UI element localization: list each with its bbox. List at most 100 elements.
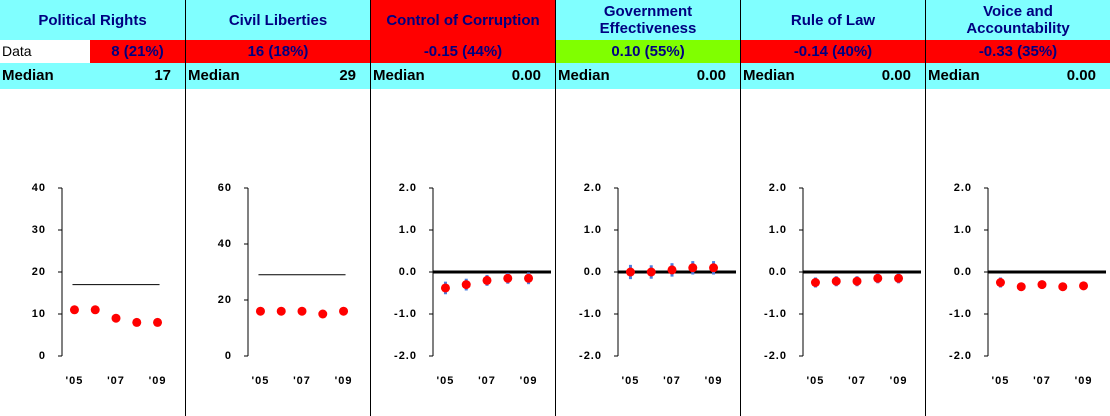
point <box>440 283 450 293</box>
x-tick-label: '09 <box>149 375 167 387</box>
y-tick-label: 30 <box>32 224 46 236</box>
x-tick-label: '05 <box>807 375 825 387</box>
panel: Political Rights Data 8 (21%) Median 17 0 10 20… <box>0 0 185 416</box>
point <box>524 273 534 283</box>
y-tick-label: 2.0 <box>954 182 972 194</box>
point <box>318 309 328 319</box>
x-tick-label: '09 <box>1075 375 1093 387</box>
x-tick-label: '07 <box>848 375 866 387</box>
y-tick-label: -2.0 <box>949 350 972 362</box>
x-tick-label: '07 <box>107 375 125 387</box>
panel-title: Voice and Accountability <box>926 0 1110 40</box>
point <box>503 273 513 283</box>
y-tick-label: 0.0 <box>954 266 972 278</box>
x-tick-label: '05 <box>622 375 640 387</box>
point <box>111 313 121 323</box>
point <box>852 276 862 286</box>
y-tick-label: 0.0 <box>584 266 602 278</box>
median-value: 0.00 <box>1066 67 1096 84</box>
y-tick-label: -1.0 <box>579 308 602 320</box>
y-tick-label: 2.0 <box>399 182 417 194</box>
point <box>1016 282 1026 292</box>
y-tick-label: 20 <box>218 294 232 306</box>
panel: Voice and Accountability -0.33 (35%) Media… <box>925 0 1110 416</box>
median-label: Median <box>743 67 795 84</box>
x-tick-label: '07 <box>478 375 496 387</box>
y-tick-label: 60 <box>218 182 232 194</box>
point <box>1058 282 1068 292</box>
chart: -2.0 -1.0 0.0 1.0 2.0 '05 '07 '09 <box>394 182 551 387</box>
point <box>482 275 492 285</box>
score-row: Data 8 (21%) <box>0 40 185 63</box>
median-value: 17 <box>154 67 171 84</box>
y-tick-label: 40 <box>32 182 46 194</box>
y-tick-label: 0 <box>39 350 46 362</box>
score-row: -0.15 (44%) <box>371 40 555 63</box>
point <box>688 263 698 273</box>
score: 0.10 (55%) <box>556 40 740 63</box>
y-tick-label: -1.0 <box>949 308 972 320</box>
y-tick-label: 1.0 <box>954 224 972 236</box>
x-tick-label: '07 <box>293 375 311 387</box>
median-label: Median <box>558 67 610 84</box>
panel: Rule of Law -0.14 (40%) Median 0.00 -2.0 -1.0… <box>740 0 925 416</box>
point <box>810 278 820 287</box>
point <box>873 273 883 283</box>
score: -0.15 (44%) <box>371 40 555 63</box>
y-tick-label: 1.0 <box>584 224 602 236</box>
score: -0.33 (35%) <box>926 40 1110 63</box>
median-label: Median <box>188 67 240 84</box>
y-tick-label: 2.0 <box>584 182 602 194</box>
score-row: 16 (18%) <box>186 40 370 63</box>
median-value: 0.00 <box>511 67 541 84</box>
y-tick-label: 0 <box>225 350 232 362</box>
chart: -2.0 -1.0 0.0 1.0 2.0 '05 '07 '09 <box>949 182 1106 387</box>
point <box>1079 281 1089 291</box>
panel: Government Effectiveness 0.10 (55%) Median… <box>555 0 740 416</box>
median-row: Median 17 <box>0 63 185 89</box>
median-row: Median 0.00 <box>926 63 1110 89</box>
y-tick-label: 40 <box>218 238 232 250</box>
median-row: Median 29 <box>186 63 370 89</box>
y-tick-label: -2.0 <box>394 350 417 362</box>
point <box>255 306 265 316</box>
data-label: Data <box>0 40 90 63</box>
panel-title: Political Rights <box>0 0 185 40</box>
score: 8 (21%) <box>90 40 185 63</box>
score-row: 0.10 (55%) <box>556 40 740 63</box>
x-tick-label: '09 <box>520 375 538 387</box>
point <box>132 317 142 327</box>
y-tick-label: -2.0 <box>579 350 602 362</box>
point <box>297 306 307 316</box>
x-tick-label: '07 <box>663 375 681 387</box>
panel: Control of Corruption -0.15 (44%) Median 0.… <box>370 0 555 416</box>
point <box>90 305 100 315</box>
median-value: 0.00 <box>696 67 726 84</box>
point <box>625 267 635 277</box>
median-row: Median 0.00 <box>741 63 925 89</box>
panel-title: Civil Liberties <box>186 0 370 40</box>
median-label: Median <box>373 67 425 84</box>
point <box>461 280 471 290</box>
x-tick-label: '05 <box>66 375 84 387</box>
median-row: Median 0.00 <box>371 63 555 89</box>
panel: Civil Liberties 16 (18%) Median 29 0 20 40 60 '0… <box>185 0 370 416</box>
point <box>995 278 1005 287</box>
point <box>276 306 286 316</box>
x-tick-label: '09 <box>890 375 908 387</box>
chart: -2.0 -1.0 0.0 1.0 2.0 '05 '07 '09 <box>764 182 921 387</box>
chart: 0 10 20 30 40 '05 '07 '09 <box>32 182 167 387</box>
x-tick-label: '09 <box>335 375 353 387</box>
y-tick-label: -1.0 <box>394 308 417 320</box>
panel-title: Government Effectiveness <box>556 0 740 40</box>
point <box>894 273 904 283</box>
y-tick-label: 1.0 <box>399 224 417 236</box>
point <box>667 265 677 275</box>
point <box>339 306 349 316</box>
median-value: 0.00 <box>881 67 911 84</box>
score: 16 (18%) <box>186 40 370 63</box>
score-row: -0.33 (35%) <box>926 40 1110 63</box>
point <box>646 267 656 277</box>
y-tick-label: -1.0 <box>764 308 787 320</box>
chart: 0 20 40 60 '05 '07 '09 <box>218 182 353 387</box>
